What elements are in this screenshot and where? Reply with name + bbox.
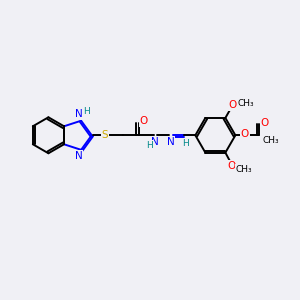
Text: H: H (182, 139, 188, 148)
Text: H: H (146, 141, 153, 150)
Text: N: N (167, 137, 175, 147)
Text: O: O (229, 100, 237, 110)
Text: CH₃: CH₃ (235, 165, 252, 174)
Text: O: O (227, 161, 236, 171)
Text: N: N (152, 137, 159, 147)
Text: CH₃: CH₃ (263, 136, 280, 145)
Text: O: O (261, 118, 269, 128)
Text: O: O (140, 116, 148, 126)
Text: N: N (75, 151, 82, 161)
Text: CH₃: CH₃ (238, 99, 254, 108)
Text: H: H (83, 107, 90, 116)
Text: S: S (102, 130, 108, 140)
Text: O: O (241, 129, 249, 139)
Text: N: N (75, 109, 82, 119)
